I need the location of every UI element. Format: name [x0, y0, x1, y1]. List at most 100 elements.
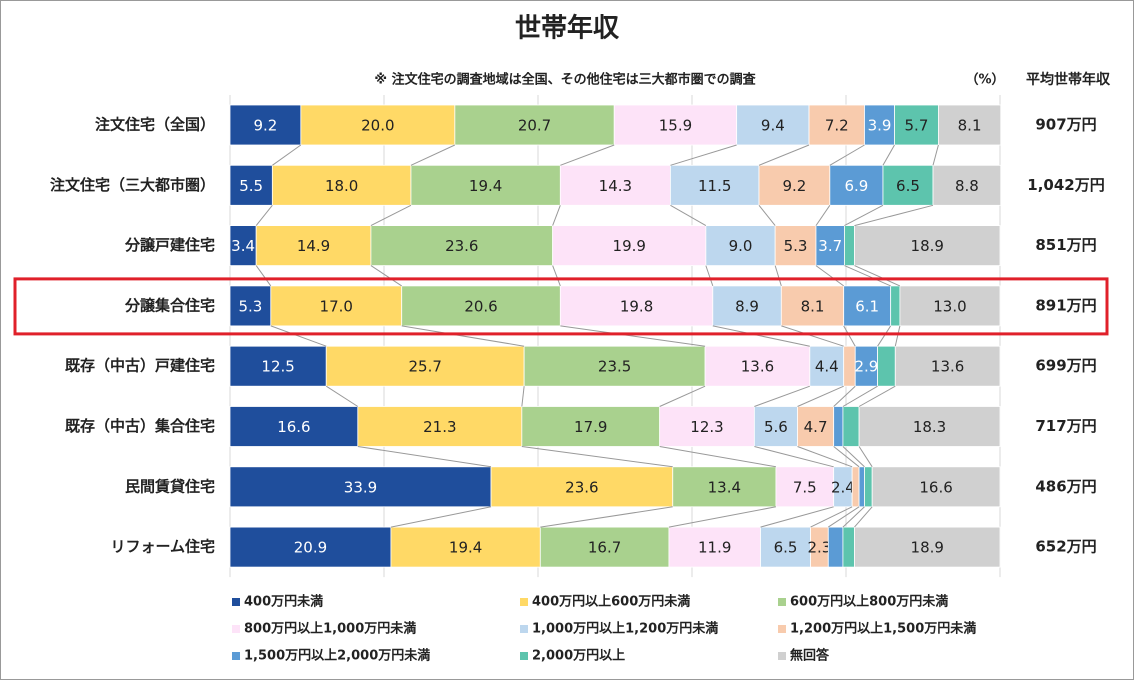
connector-line [758, 204, 776, 226]
bar-segment [780, 285, 845, 327]
value-label: 23.5 [598, 358, 631, 376]
value-label: 20.0 [361, 117, 394, 135]
bar-segment [668, 526, 761, 568]
connector-line [882, 144, 895, 166]
value-label: 9.4 [761, 117, 785, 135]
bar-segment [864, 104, 895, 146]
value-label: 13.0 [933, 297, 966, 315]
bar-segment [370, 225, 554, 267]
connector-line [560, 325, 706, 347]
connector-line [758, 144, 810, 166]
bar-segment [736, 104, 810, 146]
connector-line [843, 325, 856, 347]
connector-line [774, 265, 782, 287]
bar-segment [613, 104, 738, 146]
connector-line [521, 446, 673, 468]
value-label: 6.5 [896, 177, 920, 195]
value-label: 8.9 [735, 297, 759, 315]
bar-segment [842, 406, 860, 447]
chart-title: 世帯年収 [515, 13, 620, 44]
value-label: 18.9 [911, 237, 944, 255]
legend-label: 1,500万円以上2,000万円未満 [244, 648, 430, 664]
connector-line [894, 325, 901, 347]
bar-segment [894, 104, 939, 146]
bar-segment [229, 104, 302, 146]
value-label: 12.5 [261, 358, 294, 376]
value-label: 14.3 [599, 177, 632, 195]
connector-line [540, 506, 673, 528]
bar-segment [851, 466, 860, 508]
category-label: 注文住宅（三大都市圏） [50, 176, 215, 194]
bar-segment [523, 345, 706, 387]
category-label: 注文住宅（全国） [95, 116, 215, 134]
bar-segment [854, 225, 1001, 267]
connector-line [815, 205, 831, 226]
category-label: 既存（中古）戸建住宅 [65, 357, 215, 375]
bar-segment [844, 225, 855, 267]
value-label: 19.8 [620, 297, 653, 315]
bar-segment [521, 406, 661, 447]
value-label: 25.7 [408, 358, 441, 376]
legend-label: 400万円以上600万円未満 [532, 594, 690, 610]
legend-label: 無回答 [790, 648, 830, 664]
value-label: 2.4 [831, 478, 855, 496]
average-label: 652万円 [1035, 538, 1096, 556]
bar-segment [871, 466, 1001, 508]
connector-line [370, 265, 402, 287]
value-label: 17.0 [320, 297, 353, 315]
legend-swatch [520, 598, 528, 606]
legend-label: 600万円以上800万円未満 [790, 594, 948, 610]
bar-segment [712, 285, 782, 327]
value-label: 2.3 [808, 539, 832, 557]
bar-segment [877, 345, 896, 387]
value-label: 33.9 [344, 478, 377, 496]
value-label: 6.5 [774, 539, 798, 557]
bar-segment [774, 225, 817, 267]
legend-swatch [520, 652, 528, 660]
legend-swatch [778, 598, 786, 606]
connector-line [668, 506, 777, 528]
bar-segment [490, 466, 674, 508]
category-label: リフォーム住宅 [110, 538, 215, 556]
value-label: 17.9 [574, 418, 607, 436]
bar-segment [559, 164, 671, 206]
bar-segment [938, 104, 1002, 146]
bar-segment [858, 466, 865, 508]
value-label: 16.7 [588, 539, 621, 557]
legend-label: 2,000万円以上 [532, 649, 625, 664]
bar-segment [833, 406, 844, 447]
legend-label: 1,200万円以上1,500万円未満 [790, 621, 976, 637]
average-label: 486万円 [1035, 477, 1096, 495]
legend-label: 400万円未満 [244, 594, 323, 610]
bar-segment [808, 104, 865, 146]
value-label: 2.9 [854, 358, 878, 376]
connector-line [760, 506, 834, 528]
value-label: 5.3 [784, 237, 808, 255]
bar-segment [827, 526, 844, 568]
bar-segment [705, 225, 776, 267]
value-label: 9.2 [782, 177, 806, 195]
value-label: 21.3 [423, 418, 456, 436]
average-header: 平均世帯年収 [1026, 71, 1111, 88]
bar-segment [401, 285, 561, 327]
connector-line [932, 144, 939, 166]
connector-line [854, 506, 873, 528]
value-label: 7.2 [825, 117, 849, 135]
legend-swatch [778, 625, 786, 633]
average-label: 717万円 [1035, 417, 1096, 435]
legend-swatch [232, 625, 240, 633]
value-label: 9.0 [729, 237, 753, 255]
chart-note: ※ 注文住宅の調査地域は全国、その他住宅は三大都市圏での調査 [374, 72, 756, 88]
highlight-box [13, 277, 1109, 336]
value-label: 23.6 [445, 237, 478, 255]
average-label: 699万円 [1035, 357, 1096, 375]
connector-line [858, 446, 873, 468]
value-label: 19.4 [449, 539, 482, 557]
bar-segment [672, 466, 777, 508]
bar-segment [325, 345, 525, 387]
bar-segment [864, 466, 873, 508]
connector-line [659, 385, 706, 407]
